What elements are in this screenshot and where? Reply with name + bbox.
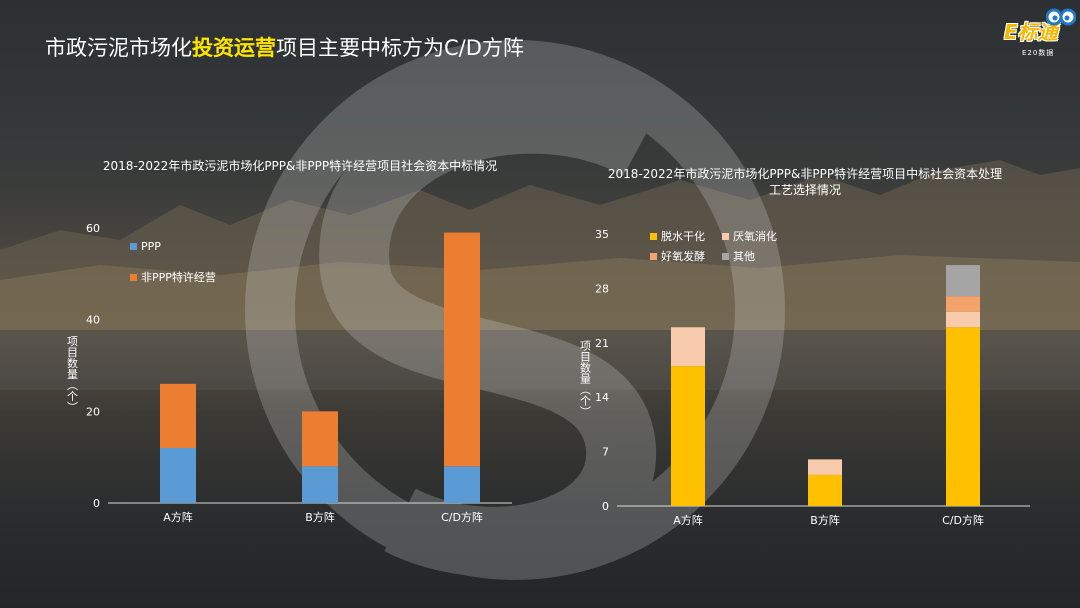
y-tick-label: 0 [602, 500, 609, 513]
bar-1-1-2 [302, 466, 338, 503]
logo-text: E标通 [1004, 20, 1058, 44]
legend-swatch [722, 233, 729, 240]
mountain-foothills [0, 255, 1080, 330]
legend-swatch [650, 233, 657, 240]
legend-label: 其他 [733, 250, 755, 263]
x-tick-label: B方阵 [305, 510, 335, 524]
chart-1-title: 2018-2022年市政污泥市场化PPP&非PPP特许经营项目社会资本中标情况 [102, 159, 498, 173]
y-tick-label: 7 [602, 446, 609, 459]
y-tick-label: 28 [595, 282, 609, 295]
chart-2-title: 2018-2022年市政污泥市场化PPP&非PPP特许经营项目中标社会资本处理工… [607, 167, 1003, 197]
y-tick-label: 0 [93, 497, 100, 510]
logo-subtext: E20数据 [1022, 49, 1055, 57]
bar-1-2-1 [160, 383, 196, 448]
title-part-2: 项目主要中标方为C/D方阵 [276, 36, 524, 60]
bar-1-1-3 [444, 466, 480, 503]
x-tick-label: C/D方阵 [942, 513, 984, 527]
legend-swatch [650, 253, 657, 260]
legend-swatch [130, 243, 137, 250]
logo-eyes-icon [1046, 8, 1076, 26]
bar-2-1-2 [808, 474, 842, 506]
legend-label: 脱水干化 [661, 229, 705, 243]
y-tick-label: 60 [86, 222, 100, 235]
x-tick-label: C/D方阵 [441, 510, 483, 524]
y-tick-label: 35 [595, 228, 609, 241]
title-highlight: 投资运营 [192, 36, 276, 60]
y-tick-label: 20 [86, 405, 100, 418]
bar-2-1-3 [946, 327, 980, 506]
bar-1-2-3 [444, 232, 480, 467]
legend-swatch [722, 253, 729, 260]
y-tick-label: 14 [595, 391, 609, 404]
x-tick-label: A方阵 [673, 513, 703, 527]
lake-surface [0, 330, 1080, 390]
mountain-range [0, 160, 1080, 330]
bar-1-2-2 [302, 411, 338, 467]
e20-logo: E标通 E20数据 [1004, 6, 1076, 60]
bar-2-2-1 [671, 327, 705, 367]
bar-2-4-3 [946, 265, 980, 297]
legend-label: 厌氧消化 [733, 229, 777, 243]
bar-2-3-3 [946, 296, 980, 312]
legend-label: PPP [141, 240, 161, 253]
y-axis-label: 项目数量（个） [579, 340, 592, 417]
legend-label: 非PPP特许经营 [141, 270, 216, 284]
x-tick-label: B方阵 [810, 513, 840, 527]
x-tick-label: A方阵 [163, 510, 193, 524]
legend-label: 好氧发酵 [661, 249, 705, 263]
y-tick-label: 21 [595, 337, 609, 350]
y-tick-label: 40 [86, 314, 100, 327]
y-axis-label: 项目数量（个） [66, 335, 79, 412]
page-title: 市政污泥市场化投资运营项目主要中标方为C/D方阵 [45, 32, 524, 62]
bar-2-2-2 [808, 459, 842, 475]
title-part-1: 市政污泥市场化 [45, 36, 192, 60]
bar-2-1-1 [671, 366, 705, 506]
bar-1-1-1 [160, 448, 196, 503]
bar-2-2-3 [946, 311, 980, 328]
legend-swatch [130, 274, 137, 281]
